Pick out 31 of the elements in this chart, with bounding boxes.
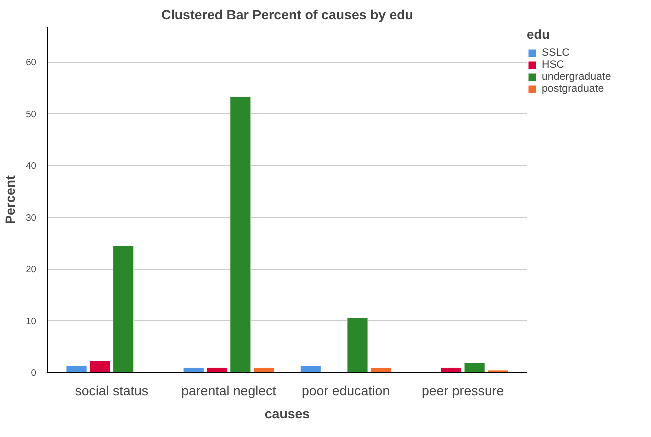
bar bbox=[230, 96, 252, 372]
bar bbox=[370, 368, 392, 372]
bar bbox=[206, 368, 228, 372]
bar bbox=[440, 368, 462, 372]
bar bbox=[300, 366, 322, 372]
legend-label: postgraduate bbox=[542, 83, 604, 95]
y-tick-label: 50 bbox=[26, 109, 37, 120]
bar bbox=[254, 368, 275, 372]
x-tick-label: social status bbox=[75, 384, 149, 398]
y-tick-label: 60 bbox=[26, 58, 37, 68]
y-tick-label: 10 bbox=[26, 316, 37, 326]
x-tick-label: parental neglect bbox=[182, 384, 277, 398]
bar bbox=[66, 366, 88, 372]
x-tick-label: peer pressure bbox=[422, 384, 504, 398]
legend-label: undergraduate bbox=[542, 71, 612, 83]
bar bbox=[113, 246, 134, 372]
bar bbox=[90, 360, 111, 372]
bar bbox=[464, 362, 486, 372]
bar bbox=[347, 318, 368, 372]
x-axis-title: causes bbox=[264, 406, 310, 422]
y-tick-label: 20 bbox=[26, 264, 37, 275]
chart-title: Clustered Bar Percent of causes by edu bbox=[162, 8, 414, 22]
bar bbox=[183, 368, 204, 372]
legend-title: edu bbox=[527, 27, 552, 42]
x-tick-label: poor education bbox=[302, 384, 390, 398]
y-axis-title: Percent bbox=[3, 174, 18, 224]
y-tick-label: 30 bbox=[26, 212, 37, 223]
y-tick-label: 0 bbox=[31, 368, 37, 378]
legend-label: HSC bbox=[542, 59, 564, 71]
y-tick-label: 40 bbox=[26, 161, 37, 172]
legend-label: SSLC bbox=[542, 47, 570, 59]
